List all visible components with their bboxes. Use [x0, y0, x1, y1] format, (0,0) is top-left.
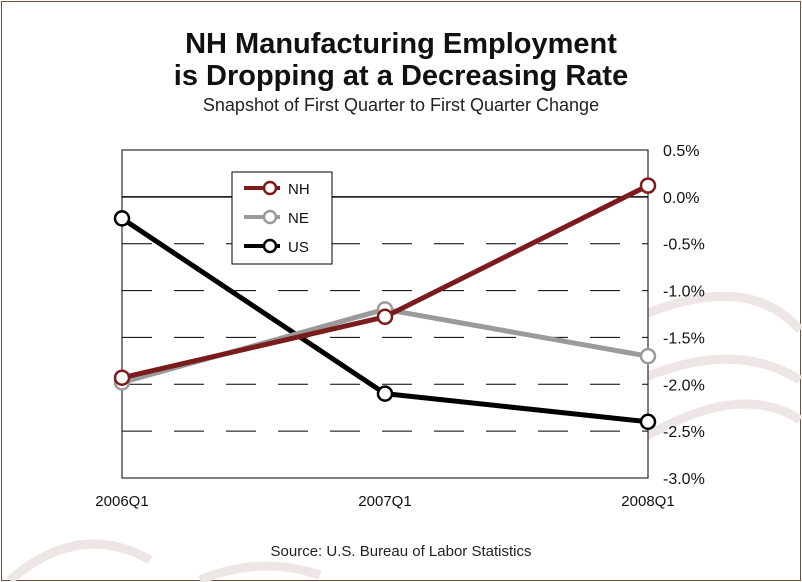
data-point-us	[113, 210, 131, 227]
y-tick-label: -2.5%	[663, 424, 705, 441]
y-tick-label: 0.0%	[663, 190, 699, 207]
y-tick-label: -3.0%	[663, 471, 705, 488]
x-tick-label: 2008Q1	[621, 493, 674, 510]
y-tick-label: -0.5%	[663, 237, 705, 254]
x-tick-label: 2006Q1	[95, 493, 148, 510]
chart-title-line1: NH Manufacturing Employment	[185, 28, 617, 60]
data-point-nh	[376, 308, 394, 326]
data-point-nh	[639, 177, 657, 194]
legend-label-ne: NE	[288, 210, 309, 227]
data-point-us	[639, 413, 657, 431]
y-tick-label: -2.0%	[663, 377, 705, 394]
legend-marker-ne	[262, 209, 278, 225]
legend-label-nh: NH	[288, 181, 310, 198]
legend-marker-us	[262, 238, 278, 254]
chart-title-line2: is Dropping at a Decreasing Rate	[173, 60, 629, 92]
y-tick-label: -1.5%	[663, 330, 705, 347]
legend-marker-nh	[262, 180, 278, 196]
data-point-nh	[113, 369, 131, 386]
y-tick-label: -1.0%	[663, 284, 705, 301]
source-note: Source: U.S. Bureau of Labor Statistics	[270, 543, 532, 560]
data-point-ne	[639, 347, 657, 365]
y-tick-label: 0.5%	[663, 143, 699, 160]
chart-subtitle: Snapshot of First Quarter to First Quart…	[202, 95, 600, 115]
legend-label-us: US	[288, 239, 309, 256]
x-tick-label: 2007Q1	[358, 493, 411, 510]
data-point-us	[376, 385, 394, 402]
